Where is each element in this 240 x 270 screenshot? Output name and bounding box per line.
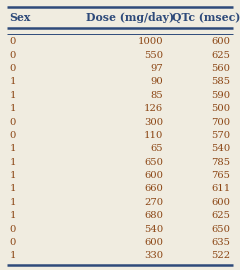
Text: 1: 1 xyxy=(10,158,16,167)
Text: 1: 1 xyxy=(10,251,16,260)
Text: 0: 0 xyxy=(10,117,16,127)
Text: 85: 85 xyxy=(150,91,163,100)
Text: 270: 270 xyxy=(144,198,163,207)
Text: 540: 540 xyxy=(211,144,230,153)
Text: 785: 785 xyxy=(211,158,230,167)
Text: 300: 300 xyxy=(144,117,163,127)
Text: 65: 65 xyxy=(150,144,163,153)
Text: 560: 560 xyxy=(211,64,230,73)
Text: 650: 650 xyxy=(211,225,230,234)
Text: 522: 522 xyxy=(211,251,230,260)
Text: 0: 0 xyxy=(10,64,16,73)
Text: 600: 600 xyxy=(144,171,163,180)
Text: 660: 660 xyxy=(144,184,163,193)
Text: 650: 650 xyxy=(144,158,163,167)
Text: 0: 0 xyxy=(10,51,16,60)
Text: 330: 330 xyxy=(144,251,163,260)
Text: 0: 0 xyxy=(10,131,16,140)
Text: Dose (mg/day): Dose (mg/day) xyxy=(85,12,174,23)
Text: 0: 0 xyxy=(10,238,16,247)
Text: 570: 570 xyxy=(211,131,230,140)
Text: 1: 1 xyxy=(10,171,16,180)
Text: 600: 600 xyxy=(144,238,163,247)
Text: 1: 1 xyxy=(10,184,16,193)
Text: 765: 765 xyxy=(211,171,230,180)
Text: 680: 680 xyxy=(144,211,163,220)
Text: 1: 1 xyxy=(10,144,16,153)
Text: 585: 585 xyxy=(211,77,230,86)
Text: 1: 1 xyxy=(10,198,16,207)
Text: 97: 97 xyxy=(150,64,163,73)
Text: 611: 611 xyxy=(211,184,230,193)
Text: 0: 0 xyxy=(10,225,16,234)
Text: 500: 500 xyxy=(211,104,230,113)
Text: 635: 635 xyxy=(211,238,230,247)
Text: 126: 126 xyxy=(144,104,163,113)
Text: 600: 600 xyxy=(211,37,230,46)
Text: 1000: 1000 xyxy=(138,37,163,46)
Text: 600: 600 xyxy=(211,198,230,207)
Text: 540: 540 xyxy=(144,225,163,234)
Text: 1: 1 xyxy=(10,211,16,220)
Text: 0: 0 xyxy=(10,37,16,46)
Text: 700: 700 xyxy=(211,117,230,127)
Text: 1: 1 xyxy=(10,104,16,113)
Text: QTc (msec): QTc (msec) xyxy=(172,12,240,23)
Text: 625: 625 xyxy=(211,211,230,220)
Text: 550: 550 xyxy=(144,51,163,60)
Text: Sex: Sex xyxy=(10,12,31,23)
Text: 625: 625 xyxy=(211,51,230,60)
Text: 90: 90 xyxy=(150,77,163,86)
Text: 1: 1 xyxy=(10,77,16,86)
Text: 1: 1 xyxy=(10,91,16,100)
Text: 110: 110 xyxy=(144,131,163,140)
Text: 590: 590 xyxy=(211,91,230,100)
